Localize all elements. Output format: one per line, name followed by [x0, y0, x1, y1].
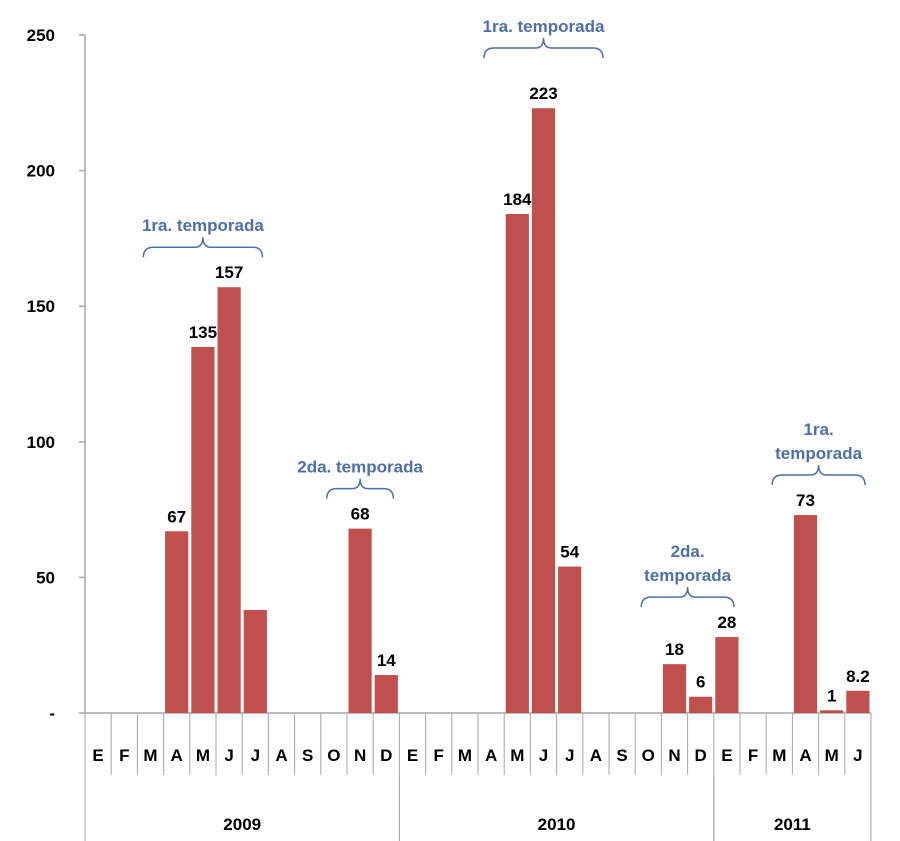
season-brace	[483, 37, 604, 59]
x-tick-label: E	[721, 746, 732, 765]
x-tick-label: N	[668, 746, 680, 765]
season-label: temporada	[644, 566, 731, 585]
data-label: 54	[560, 543, 579, 562]
season-brace	[771, 465, 866, 486]
x-tick-label: O	[327, 746, 340, 765]
y-tick-label: 100	[27, 433, 55, 452]
x-tick-label: E	[407, 746, 418, 765]
season-label: 1ra. temporada	[483, 17, 605, 36]
x-tick-label: M	[458, 746, 472, 765]
data-label: 14	[377, 651, 396, 670]
x-tick-label: J	[224, 746, 233, 765]
x-tick-label: M	[772, 746, 786, 765]
x-tick-label: J	[539, 746, 548, 765]
season-label: 1ra. temporada	[142, 216, 264, 235]
data-labels: 67 135 157 68 14 184 223 54 18 6 28 73 1 8.2	[167, 84, 869, 705]
data-label: 1	[827, 686, 836, 705]
x-tick-label: E	[92, 746, 103, 765]
year-label: 2009	[223, 815, 261, 834]
bar	[165, 531, 189, 713]
x-tick-label: A	[485, 746, 497, 765]
bar	[558, 566, 582, 713]
bar	[793, 515, 818, 713]
x-tick-label: O	[642, 746, 655, 765]
y-tick-label: 250	[27, 26, 55, 45]
bar	[217, 287, 241, 713]
bar	[715, 637, 739, 713]
x-tick-label: J	[565, 746, 574, 765]
season-label: 2da.	[671, 542, 705, 561]
bar	[662, 664, 687, 713]
x-tick-label: M	[825, 746, 839, 765]
y-tick-label: 150	[27, 297, 55, 316]
data-label: 18	[665, 640, 684, 659]
x-tick-label: D	[380, 746, 392, 765]
bar	[689, 696, 713, 713]
x-tick-label: N	[354, 746, 366, 765]
bar	[846, 690, 870, 713]
bar	[243, 609, 267, 713]
season-brace	[142, 237, 264, 258]
y-tick-label: -	[49, 704, 55, 723]
x-tick-label: A	[799, 746, 811, 765]
data-label: 223	[529, 84, 557, 103]
x-tick-label: M	[143, 746, 157, 765]
x-tick-label: J	[853, 746, 862, 765]
x-tick-label: S	[302, 746, 313, 765]
bars	[165, 108, 870, 713]
x-tick-label: F	[748, 746, 758, 765]
season-label: 1ra.	[803, 420, 833, 439]
x-tick-label: A	[171, 746, 183, 765]
y-tick-label: 50	[36, 568, 55, 587]
season-brace	[326, 478, 395, 499]
data-label: 73	[796, 491, 815, 510]
data-label: 184	[503, 190, 532, 209]
year-label: 2010	[538, 815, 576, 834]
data-label: 67	[167, 507, 186, 526]
bar	[531, 108, 556, 713]
data-label: 68	[351, 505, 370, 524]
bar	[505, 213, 529, 713]
bar	[820, 710, 844, 713]
data-label: 6	[696, 673, 705, 692]
season-label: temporada	[775, 444, 862, 463]
x-tick-label: D	[695, 746, 707, 765]
bar	[191, 346, 215, 713]
season-brace	[640, 587, 735, 608]
x-tick-label: M	[510, 746, 524, 765]
season-label: 2da. temporada	[297, 458, 423, 477]
data-label: 28	[717, 613, 736, 632]
y-tick-label: 200	[27, 162, 55, 181]
year-label: 2011	[774, 815, 811, 834]
x-tick-label: F	[434, 746, 444, 765]
x-tick-label: J	[251, 746, 260, 765]
x-tick-label: F	[119, 746, 129, 765]
data-label: 135	[189, 323, 217, 342]
x-tick-label: S	[616, 746, 627, 765]
data-label: 8.2	[846, 667, 870, 686]
x-tick-label: M	[196, 746, 210, 765]
x-tick-label: A	[590, 746, 602, 765]
bar	[348, 528, 372, 713]
annotations: 1ra. temporada 2da. temporada 1ra. tempora…	[142, 17, 866, 608]
x-tick-label: A	[275, 746, 287, 765]
data-label: 157	[215, 263, 243, 282]
bar	[374, 675, 398, 713]
